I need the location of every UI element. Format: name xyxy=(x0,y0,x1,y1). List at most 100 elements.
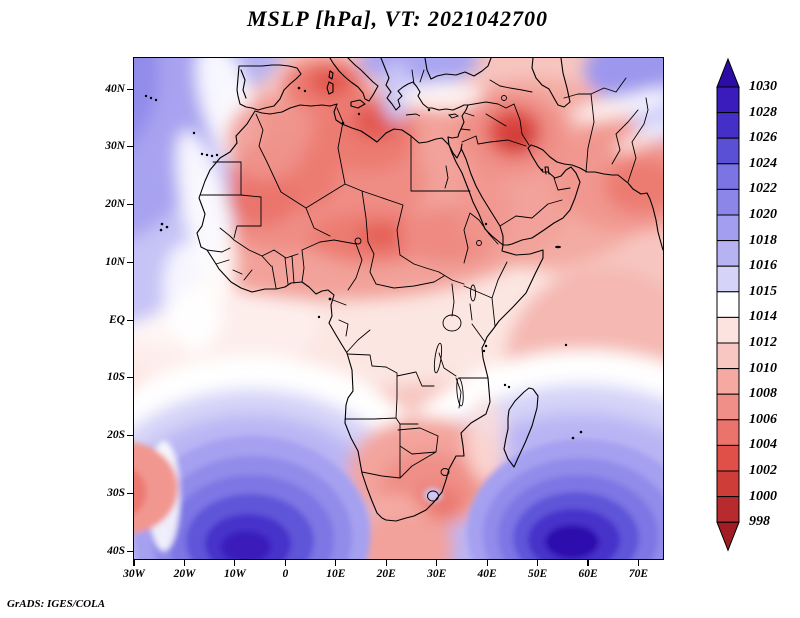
lon-tick-label: 20W xyxy=(173,568,196,580)
colorbar-label: 1022 xyxy=(749,181,777,197)
lon-tick xyxy=(133,559,135,566)
lat-tick-label: 30S xyxy=(107,486,125,499)
lake-malawi xyxy=(456,377,464,407)
colorbar-cell xyxy=(716,188,740,216)
lake-turkana xyxy=(470,284,476,302)
coast-iberia xyxy=(236,64,302,111)
coast-caspian xyxy=(531,58,571,108)
islands xyxy=(144,86,583,440)
colorbar-label: 1006 xyxy=(749,411,777,427)
colorbar-label: 1000 xyxy=(749,488,777,504)
island-cyprus xyxy=(448,113,460,119)
lat-tick xyxy=(127,261,134,263)
colorbar-label: 1026 xyxy=(749,130,777,146)
coastlines xyxy=(196,58,663,522)
colorbar-cell xyxy=(716,291,740,318)
lon-tick-label: 50E xyxy=(528,568,548,580)
lat-tick-label: EQ xyxy=(109,313,125,326)
colorbar-label: 1014 xyxy=(749,309,777,325)
colorbar-label: 998 xyxy=(749,514,770,530)
lon-tick-label: 40E xyxy=(477,568,497,580)
coast-greece-turkey xyxy=(380,58,492,139)
colorbar-label: 1010 xyxy=(749,360,777,376)
colorbar-label: 1004 xyxy=(749,437,777,453)
colorbar-cell xyxy=(716,163,740,190)
country-borders xyxy=(199,69,649,502)
map-field-svg xyxy=(134,58,663,559)
colorbar-label: 1024 xyxy=(749,155,777,171)
colorbar-cell xyxy=(716,112,740,139)
lat-tick xyxy=(127,550,134,552)
lon-tick xyxy=(284,559,286,566)
island-crete xyxy=(405,113,421,117)
lon-tick xyxy=(637,559,640,566)
colorbar-cell xyxy=(716,86,740,114)
lake-chad xyxy=(354,237,362,245)
lon-tick-label: 30W xyxy=(123,568,145,580)
lat-tick xyxy=(127,492,134,494)
border-swaziland xyxy=(440,468,450,476)
lake-tanganyika xyxy=(433,342,443,374)
colorbar-cell xyxy=(716,342,740,370)
lon-tick xyxy=(486,559,488,566)
colorbar-cell xyxy=(716,316,740,344)
lakes xyxy=(354,95,507,407)
lon-tick-label: 70E xyxy=(628,568,649,580)
colorbar-scale xyxy=(716,57,740,552)
lon-tick xyxy=(385,559,387,566)
colorbar-cell xyxy=(716,265,740,293)
lat-tick xyxy=(127,88,134,90)
colorbar-label: 1030 xyxy=(749,79,777,94)
credit-text: GrADS: IGES/COLA xyxy=(7,598,106,610)
lat-tick-label: 40N xyxy=(105,82,125,95)
colorbar-bottom-arrow xyxy=(716,521,740,552)
lon-tick-label: 30E xyxy=(427,568,447,580)
lon-tick xyxy=(436,559,438,566)
colorbar-label: 1018 xyxy=(749,232,777,248)
colorbar-cell xyxy=(716,214,740,242)
lake-van xyxy=(501,95,507,101)
lon-tick xyxy=(537,559,539,566)
lat-tick-label: 40S xyxy=(107,544,125,557)
lon-tick xyxy=(183,559,186,566)
colorbar-top-arrow xyxy=(716,57,740,88)
lon-tick xyxy=(335,559,337,566)
colorbar-label: 1016 xyxy=(749,258,777,274)
colorbar-cell xyxy=(716,393,740,421)
colorbar-cell xyxy=(716,444,740,472)
lon-tick-label: 10W xyxy=(224,568,246,580)
colorbar: 1030 1028 1026 1024 1022 1020 1018 1016 1015 1014… xyxy=(713,55,799,585)
lat-tick-label: 20N xyxy=(105,198,125,210)
map-plot: 40N 30N 20N 10N EQ 10S 20S 30S 40S 30W 20W 10W 0 10E… xyxy=(105,57,664,580)
lat-tick xyxy=(127,146,134,148)
colorbar-cell xyxy=(716,368,740,395)
colorbar-label: 1015 xyxy=(749,283,777,299)
coast-italy xyxy=(326,58,379,109)
lat-tick-label: 10N xyxy=(105,255,125,268)
coast-madagascar xyxy=(503,387,539,468)
lat-tick xyxy=(127,377,134,379)
plot-title: MSLP [hPa], VT: 2021042700 xyxy=(247,6,548,31)
coast-arabia-india xyxy=(460,144,663,251)
colorbar-label: 1008 xyxy=(749,386,777,402)
lake-victoria xyxy=(442,314,462,332)
lon-tick-label: 60E xyxy=(578,568,598,580)
lon-tick xyxy=(587,559,589,566)
lon-tick-label: 0 xyxy=(282,568,289,580)
lat-tick-label: 30N xyxy=(105,140,125,153)
pressure-field-rings xyxy=(134,436,663,559)
colorbar-label: 1012 xyxy=(749,335,777,350)
colorbar-cell xyxy=(716,419,740,446)
lat-tick-label: 20S xyxy=(107,429,125,441)
colorbar-label: 1028 xyxy=(749,104,777,120)
lat-tick-label: 10S xyxy=(107,371,125,384)
colorbar-label: 1020 xyxy=(749,207,777,222)
colorbar-cell xyxy=(716,137,740,165)
lon-tick-label: 20E xyxy=(376,568,396,580)
islands-outline xyxy=(405,113,460,119)
coast-africa xyxy=(196,103,544,522)
lat-tick xyxy=(127,319,134,321)
lat-tick xyxy=(127,204,134,206)
border-lesotho xyxy=(427,490,439,502)
